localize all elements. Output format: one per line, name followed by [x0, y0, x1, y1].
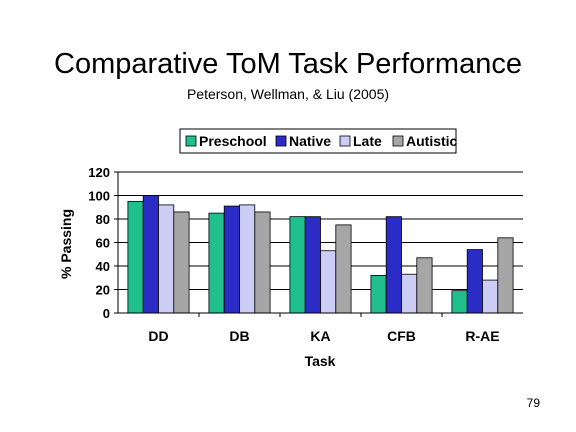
- x-tick-label: DB: [229, 328, 249, 344]
- bar-autistic-ka: [335, 224, 352, 314]
- bar-native-r-ae: [466, 249, 483, 314]
- slide-title: Comparative ToM Task Performance: [54, 48, 522, 80]
- bar-late-ka: [320, 250, 337, 314]
- legend-swatch-late: [339, 135, 351, 147]
- slide-subtitle: Peterson, Wellman, & Liu (2005): [186, 86, 390, 102]
- bar-native-dd: [142, 195, 159, 314]
- legend-label-native: Native: [289, 133, 331, 149]
- legend-swatch-autistic: [392, 135, 404, 147]
- x-tick-label: DD: [148, 328, 168, 344]
- bar-autistic-r-ae: [497, 237, 514, 314]
- bar-autistic-cfb: [416, 257, 433, 314]
- chart-legend: Preschool Native Late Autistic: [179, 128, 458, 154]
- legend-swatch-native: [275, 135, 287, 147]
- bar-native-ka: [304, 216, 321, 314]
- y-tick-label: 80: [96, 212, 110, 227]
- bar-native-cfb: [385, 216, 402, 314]
- y-tick-label: 120: [88, 165, 110, 180]
- bar-preschool-ka: [289, 216, 306, 314]
- chart-bars: [127, 195, 514, 314]
- x-axis-label: Task: [305, 353, 336, 369]
- bar-late-db: [239, 204, 256, 314]
- x-tick-label: CFB: [387, 328, 416, 344]
- bar-autistic-dd: [173, 211, 190, 314]
- legend-label-autistic: Autistic: [406, 133, 458, 149]
- page-number: 79: [526, 396, 540, 410]
- legend-label-preschool: Preschool: [199, 133, 267, 149]
- legend-box: [179, 128, 457, 154]
- bar-preschool-cfb: [370, 274, 387, 314]
- y-tick-label: 20: [96, 283, 110, 298]
- bar-native-db: [223, 205, 240, 314]
- x-tick-label: R-AE: [465, 328, 499, 344]
- y-tick-label: 40: [96, 259, 110, 274]
- chart-axes: 0 20 40 60 80 100 120 DD DB KA CFB R-AE: [88, 165, 523, 344]
- legend-swatch-preschool: [185, 135, 197, 147]
- y-tick-label: 100: [88, 189, 110, 204]
- bar-late-cfb: [401, 273, 418, 314]
- x-tick-label: KA: [310, 328, 330, 344]
- y-tick-label: 60: [96, 236, 110, 251]
- bar-late-r-ae: [482, 279, 499, 314]
- y-tick-label: 0: [103, 306, 110, 321]
- bar-late-dd: [158, 204, 175, 314]
- legend-label-late: Late: [353, 133, 382, 149]
- bar-autistic-db: [254, 211, 271, 314]
- y-axis-label: % Passing: [58, 209, 74, 279]
- bar-preschool-db: [208, 212, 225, 314]
- bar-preschool-r-ae: [451, 290, 468, 314]
- bar-preschool-dd: [127, 200, 144, 314]
